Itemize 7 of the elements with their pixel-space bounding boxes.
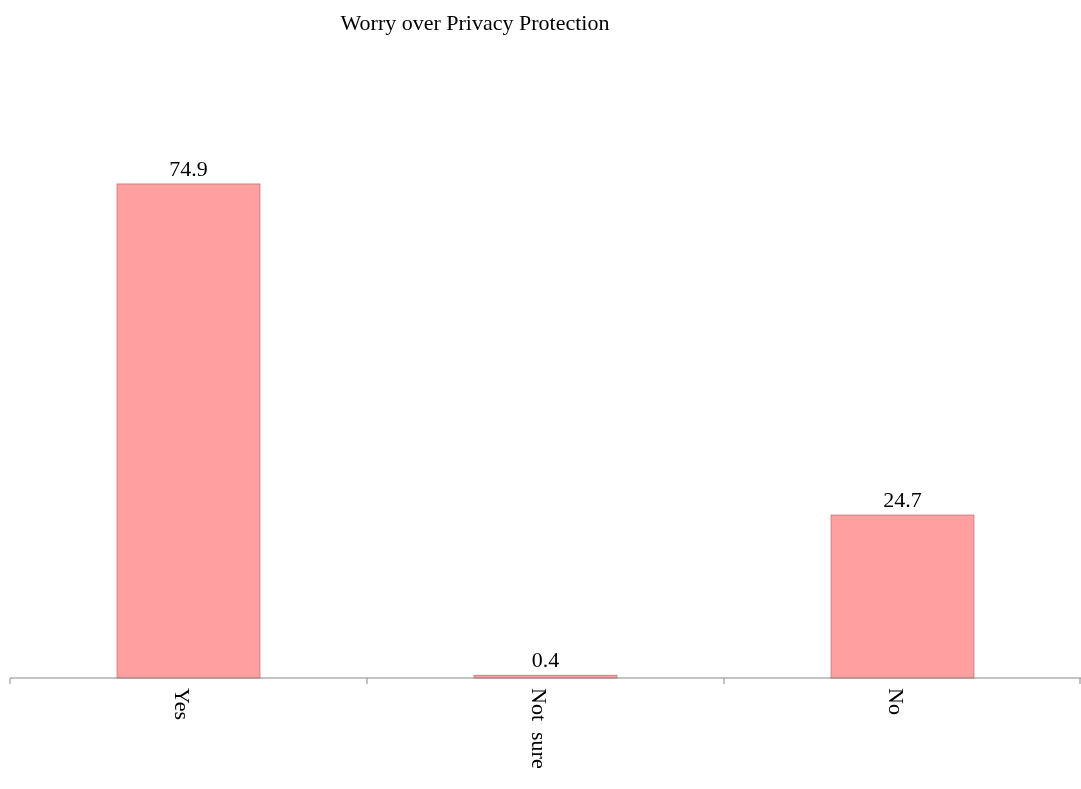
data-label: 74.9 [169, 156, 208, 181]
x-tick-label: No [884, 688, 910, 715]
x-tick-label: Yes [170, 688, 196, 721]
x-tick-label: Not sure [527, 688, 553, 769]
data-label: 24.7 [883, 487, 922, 513]
data-label: 0.4 [531, 647, 560, 673]
chart-title: Worry over Privacy Protection [340, 10, 610, 35]
